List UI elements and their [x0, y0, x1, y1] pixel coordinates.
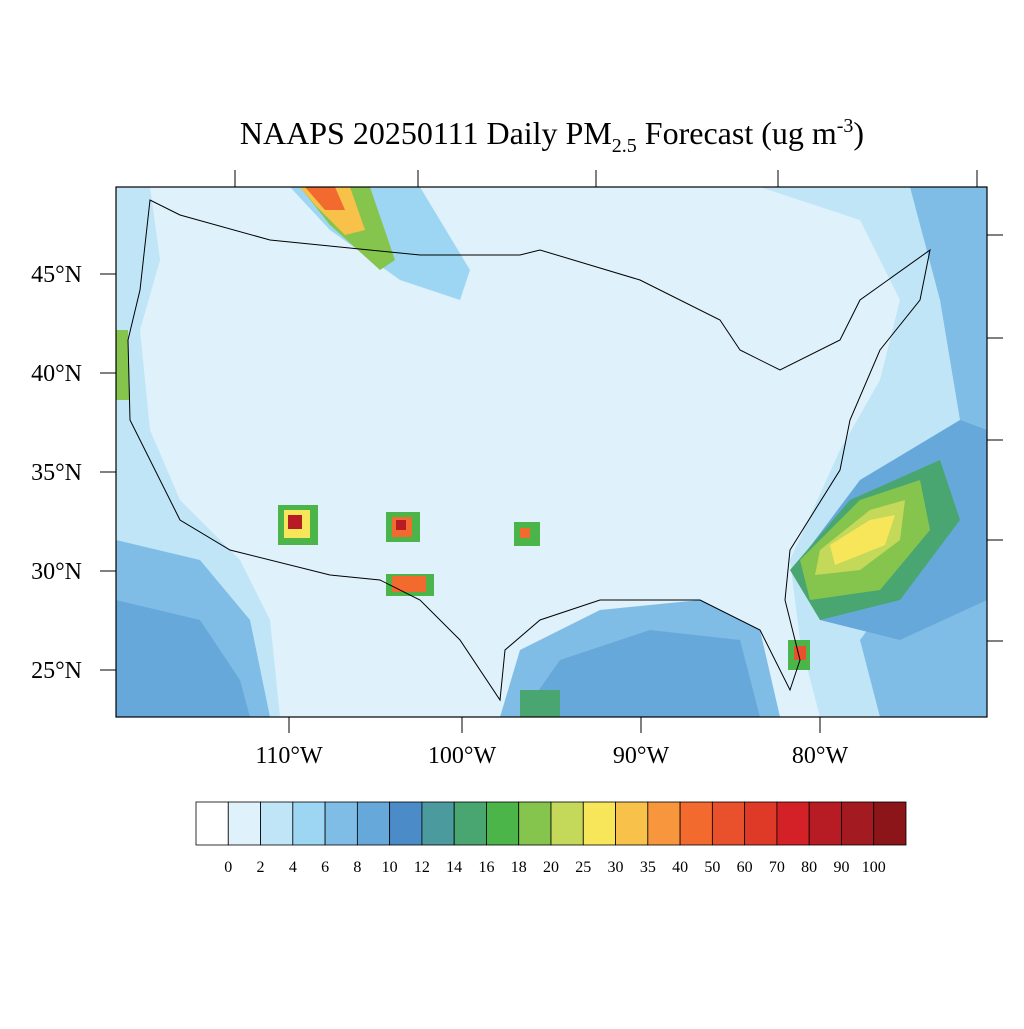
colorbar-label: 0	[224, 859, 232, 876]
lon-label: 90°W	[613, 743, 670, 769]
colorbar-box	[324, 801, 358, 846]
colorbar-label: 4	[289, 859, 297, 876]
colorbar-label: 90	[833, 859, 849, 876]
colorbar-box	[453, 801, 487, 846]
colorbar-box	[615, 801, 649, 846]
title-end: )	[853, 115, 864, 151]
colorbar-box	[744, 801, 778, 846]
colorbar-box	[389, 801, 423, 846]
colorbar-box	[582, 801, 616, 846]
colorbar-label: 70	[769, 859, 785, 876]
colorbar-label: 30	[608, 859, 624, 876]
colorbar-label: 10	[382, 859, 398, 876]
lon-label: 110°W	[255, 743, 323, 769]
colorbar-label: 8	[353, 859, 361, 876]
lat-label: 25°N	[31, 658, 82, 684]
colorbar-box	[486, 801, 520, 846]
lat-label: 40°N	[31, 361, 82, 387]
colorbar-label: 2	[257, 859, 265, 876]
colorbar-label: 40	[672, 859, 688, 876]
map-field	[116, 187, 987, 717]
colorbar-box	[873, 801, 907, 846]
title-rest: Forecast (ug m	[637, 115, 837, 151]
map-frame	[115, 186, 988, 718]
colorbar-box	[356, 801, 391, 846]
colorbar-label: 20	[543, 859, 559, 876]
colorbar-box	[421, 801, 455, 846]
colorbar-label: 35	[640, 859, 656, 876]
title: NAAPS 20250111 Daily PM2.5 Forecast (ug …	[240, 115, 864, 157]
colorbar-box	[550, 801, 584, 846]
colorbar-label: 18	[511, 859, 527, 876]
colorbar-label: 80	[801, 859, 817, 876]
title-main: NAAPS 20250111 Daily PM	[240, 115, 612, 151]
colorbar-label: 16	[478, 859, 494, 876]
title-sub: 2.5	[612, 135, 637, 157]
lat-label: 35°N	[31, 460, 82, 486]
colorbar-label: 6	[321, 859, 329, 876]
colorbar-box	[260, 801, 294, 846]
colorbar-box	[647, 801, 681, 846]
colorbar-box	[776, 801, 810, 846]
lat-label: 30°N	[31, 559, 82, 585]
colorbar-box	[711, 801, 746, 846]
colorbar-box	[292, 801, 326, 846]
colorbar-label: 60	[737, 859, 753, 876]
colorbar-box	[841, 801, 875, 846]
lat-label: 45°N	[31, 262, 82, 288]
colorbar-label: 100	[862, 859, 886, 876]
lon-label: 80°W	[792, 743, 849, 769]
colorbar-box	[227, 801, 261, 846]
lon-label: 100°W	[428, 743, 497, 769]
colorbar-box	[808, 801, 842, 846]
colorbar-box	[679, 801, 713, 846]
colorbar-label: 14	[446, 859, 462, 876]
colorbar-box	[195, 801, 229, 846]
map-ticks	[234, 170, 1003, 642]
colorbar-box	[518, 801, 552, 846]
colorbar-label: 12	[414, 859, 430, 876]
title-sup: -3	[837, 115, 854, 137]
colorbar-label: 50	[704, 859, 720, 876]
colorbar-label: 25	[575, 859, 591, 876]
